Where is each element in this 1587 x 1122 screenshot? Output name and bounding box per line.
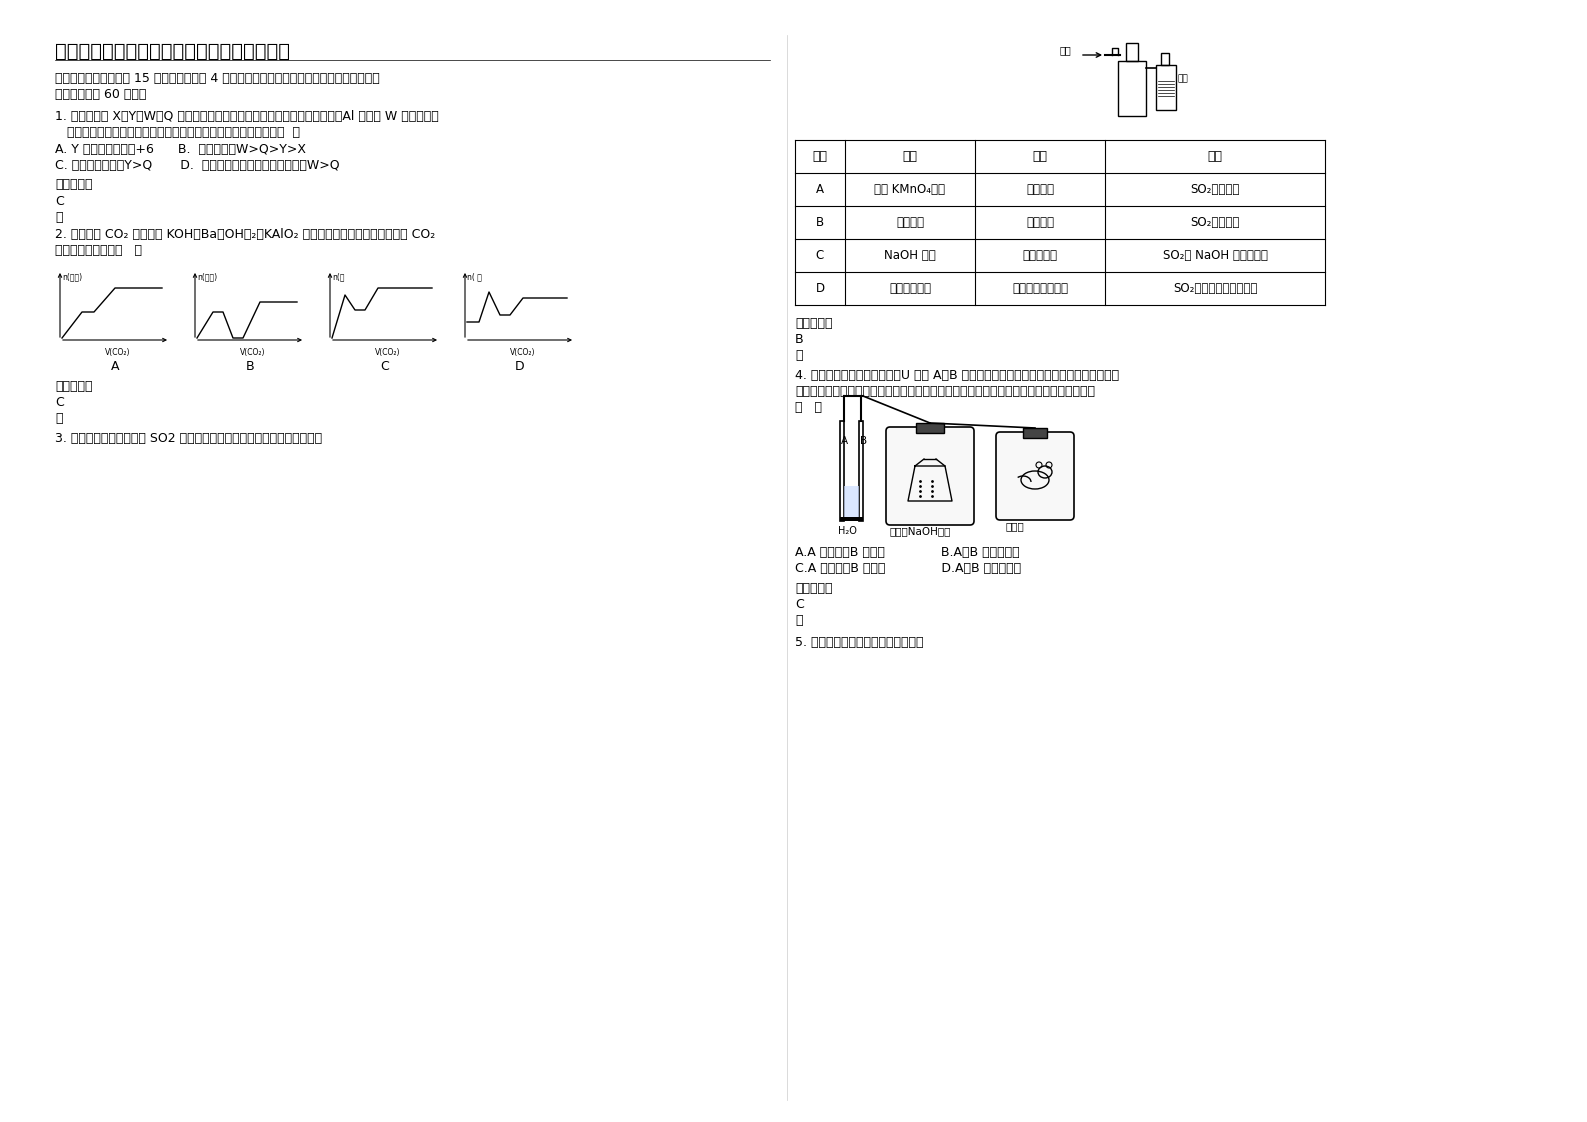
Text: 溶液褪色: 溶液褪色	[1027, 183, 1054, 196]
Text: SO₂与 NaOH 溶液不反应: SO₂与 NaOH 溶液不反应	[1163, 249, 1268, 263]
Text: V(CO₂): V(CO₂)	[375, 348, 402, 357]
Text: 参考答案：: 参考答案：	[56, 178, 92, 191]
FancyBboxPatch shape	[886, 427, 974, 525]
Text: SO₂有酸性、没有漂白性: SO₂有酸性、没有漂白性	[1173, 282, 1257, 295]
Text: 试剂: 试剂	[1178, 74, 1189, 83]
Text: C: C	[56, 195, 63, 208]
Text: 1. 短周期元素 X、Y、W、Q 在元素周期表中的相对位置如下图所示。常温下，Al 能溶于 W 的最高价氧: 1. 短周期元素 X、Y、W、Q 在元素周期表中的相对位置如下图所示。常温下，A…	[56, 110, 438, 123]
Text: A: A	[111, 360, 119, 373]
Bar	[1155, 65, 1176, 110]
Text: 气体: 气体	[1060, 45, 1071, 55]
Bar	[1127, 43, 1138, 61]
Bar	[840, 517, 863, 521]
Text: n(沉: n(沉	[332, 272, 344, 280]
Text: 现象: 现象	[1033, 150, 1047, 163]
Text: A.A 处上升，B 处下降              B.A、B 两处都下降: A.A 处上升，B 处下降 B.A、B 两处都下降	[795, 546, 1019, 559]
Text: C: C	[816, 249, 824, 263]
Text: n(沉淀): n(沉淀)	[62, 272, 83, 280]
Text: B: B	[860, 436, 867, 447]
Bar	[1024, 427, 1047, 438]
Text: 4. 请据图回答，经数小时后，U 形管 A、B 两处的液面会出现下列哪种情况。（实验装置是: 4. 请据图回答，经数小时后，U 形管 A、B 两处的液面会出现下列哪种情况。（…	[795, 369, 1119, 381]
Text: D: D	[816, 282, 825, 295]
Text: H₂O: H₂O	[838, 526, 857, 536]
Text: C: C	[795, 598, 803, 611]
Text: B: B	[246, 360, 254, 373]
Text: 的量关系可表示为（   ）: 的量关系可表示为（ ）	[56, 243, 141, 257]
Text: B: B	[816, 217, 824, 229]
FancyBboxPatch shape	[997, 432, 1074, 519]
Bar	[1162, 53, 1170, 65]
Text: 足量的NaOH溶液: 足量的NaOH溶液	[890, 526, 951, 536]
Text: 江苏省镇江市行宫中学高三化学测试题含解析: 江苏省镇江市行宫中学高三化学测试题含解析	[56, 42, 290, 61]
Text: NaOH 溶液: NaOH 溶液	[884, 249, 936, 263]
Text: 以维持实验期间小白鼠的生命活动，瓶口密封，忽略水蒸气和温度变化对实验结果的影响）: 以维持实验期间小白鼠的生命活动，瓶口密封，忽略水蒸气和温度变化对实验结果的影响）	[795, 385, 1095, 398]
Text: 参考答案：: 参考答案：	[795, 318, 833, 330]
Text: A: A	[841, 436, 847, 447]
Text: 2. 将足量的 CO₂ 不断通入 KOH、Ba（OH）₂、KAlO₂ 的混合溶液中，生成沉淀与通入 CO₂: 2. 将足量的 CO₂ 不断通入 KOH、Ba（OH）₂、KAlO₂ 的混合溶液…	[56, 228, 435, 241]
Text: 略: 略	[795, 349, 803, 362]
Text: C: C	[381, 360, 389, 373]
Text: 溶液褪色: 溶液褪色	[1027, 217, 1054, 229]
Text: 紫色石蕊试液: 紫色石蕊试液	[889, 282, 932, 295]
Text: 品红溶液: 品红溶液	[897, 217, 924, 229]
Text: （   ）: （ ）	[795, 401, 822, 414]
Text: 结论: 结论	[1208, 150, 1222, 163]
Bar	[1117, 61, 1146, 116]
Text: 一、单选题（本大题共 15 个小题，每小题 4 分。在每小题给出的四个选项中，只有一项符合: 一、单选题（本大题共 15 个小题，每小题 4 分。在每小题给出的四个选项中，只…	[56, 72, 379, 85]
Text: 略: 略	[56, 412, 62, 425]
Text: 5. 以下实验原理或操作中，正确的是: 5. 以下实验原理或操作中，正确的是	[795, 636, 924, 649]
Text: 略: 略	[795, 614, 803, 627]
Text: A. Y 的最高化合价为+6      B.  离子半径：W>Q>Y>X: A. Y 的最高化合价为+6 B. 离子半径：W>Q>Y>X	[56, 142, 306, 156]
Text: 参考答案：: 参考答案：	[795, 582, 833, 595]
Text: 参考答案：: 参考答案：	[56, 380, 92, 393]
Text: V(CO₂): V(CO₂)	[105, 348, 130, 357]
Text: 溶液变红后不褪色: 溶液变红后不褪色	[1013, 282, 1068, 295]
Text: n( 沉: n( 沉	[467, 272, 482, 280]
Text: 略: 略	[56, 211, 62, 224]
Text: n(沉淀): n(沉淀)	[197, 272, 217, 280]
Text: SO₂有氧化性: SO₂有氧化性	[1190, 183, 1239, 196]
Text: 酸性 KMnO₄溶液: 酸性 KMnO₄溶液	[874, 183, 946, 196]
Text: SO₂有漂白性: SO₂有漂白性	[1190, 217, 1239, 229]
Bar	[859, 421, 863, 521]
Text: 选项: 选项	[813, 150, 827, 163]
Text: 无明显现象: 无明显现象	[1022, 249, 1057, 263]
Text: C: C	[56, 396, 63, 410]
Text: V(CO₂): V(CO₂)	[511, 348, 536, 357]
Text: D: D	[516, 360, 525, 373]
Text: C.A 处下降，B 处上升              D.A、B 两处都不变: C.A 处下降，B 处上升 D.A、B 两处都不变	[795, 562, 1020, 574]
Bar	[844, 486, 859, 517]
Bar	[916, 423, 944, 433]
Text: V(CO₂): V(CO₂)	[240, 348, 265, 357]
Text: A: A	[816, 183, 824, 196]
Text: C. 氢化物的沸点：Y>Q       D.  最高价氧化物的水化物的酸性：W>Q: C. 氢化物的沸点：Y>Q D. 最高价氧化物的水化物的酸性：W>Q	[56, 159, 340, 172]
Bar	[840, 421, 844, 521]
Text: B: B	[795, 333, 803, 346]
Text: 化物的水化物的稀溶液，却不溶于其浓溶液。下列说法正确的是（  ）: 化物的水化物的稀溶液，却不溶于其浓溶液。下列说法正确的是（ ）	[56, 126, 300, 139]
Text: 小白鼠: 小白鼠	[1005, 521, 1024, 531]
Text: 试剂: 试剂	[903, 150, 917, 163]
Text: 3. 如右图装置可用于收集 SO2 并验证其某些化学性质，下列说法正确的是: 3. 如右图装置可用于收集 SO2 并验证其某些化学性质，下列说法正确的是	[56, 432, 322, 445]
Text: 题目要求，共 60 分。）: 题目要求，共 60 分。）	[56, 88, 146, 101]
